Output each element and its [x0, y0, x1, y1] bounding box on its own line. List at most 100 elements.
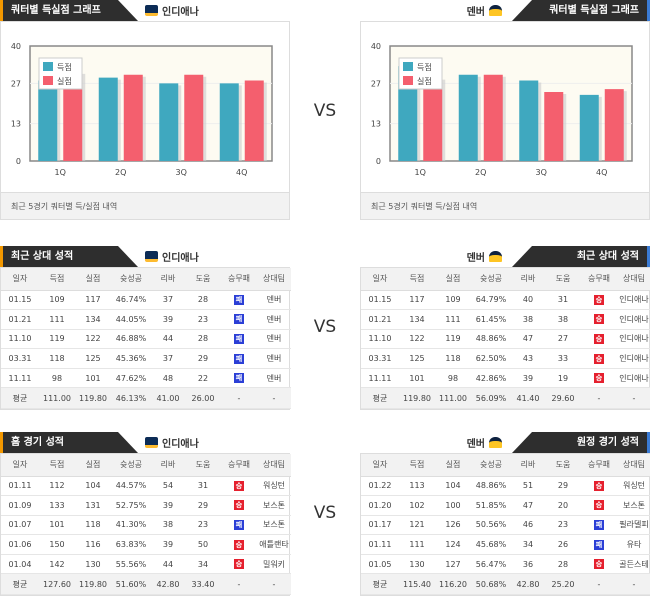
table-row[interactable]: 01.15 117 109 64.79% 40 31 승 인디애나: [361, 290, 650, 311]
chart-caption: 최근 5경기 쿼터별 득/실점 내역: [361, 192, 649, 219]
bar-allowed: [184, 74, 204, 161]
table-row[interactable]: 01.09 133 131 52.75% 39 29 승 보스톤: [1, 495, 291, 516]
team-label: 인디애나: [145, 435, 199, 450]
cell: 119: [39, 329, 75, 350]
cell: 승: [581, 368, 617, 389]
table-row[interactable]: 01.06 150 116 63.83% 39 50 승 애틀랜타: [1, 534, 291, 555]
cell: 01.20: [361, 495, 399, 516]
section-header: 쿼터별 득실점 그래프 덴버: [360, 0, 650, 21]
cell: 유타: [617, 534, 650, 555]
result-badge: 패: [234, 314, 244, 325]
cell: 121: [399, 515, 435, 536]
cell: 46: [511, 515, 545, 536]
cell: 117: [75, 290, 111, 311]
section-title: 홈 경기 성적: [0, 432, 138, 453]
table-row[interactable]: 03.31 125 118 62.50% 43 33 승 인디애나: [361, 348, 650, 369]
cell: 필라델피: [617, 515, 650, 536]
cell: 19: [545, 368, 581, 389]
cell: 36: [511, 554, 545, 575]
cell: 47: [511, 495, 545, 516]
team-label: 덴버: [467, 435, 502, 450]
y-tick-label: 27: [11, 79, 21, 88]
cell: 133: [39, 495, 75, 516]
cell: 덴버: [257, 290, 291, 311]
table-row[interactable]: 11.10 122 119 48.86% 47 27 승 인디애나: [361, 329, 650, 350]
column-header: 승무패: [221, 268, 257, 291]
table-row[interactable]: 11.10 119 122 46.88% 44 28 패 덴버: [1, 329, 291, 350]
bar-allowed: [63, 71, 83, 161]
legend-label: 득점: [57, 62, 72, 72]
cell: 51: [511, 476, 545, 497]
column-header: 득점: [39, 268, 75, 291]
cell: 44.05%: [111, 309, 151, 330]
cell: 48.86%: [471, 476, 511, 497]
right-quarter-panel: 쿼터별 득실점 그래프 덴버 0 13 27 40 1Q 2Q 3Q 4Q 득점 실점 최근 5경기 쿼…: [360, 0, 650, 220]
table-row[interactable]: 11.11 101 98 42.86% 39 19 승 인디애나: [361, 368, 650, 389]
average-cell: 33.40: [185, 573, 221, 596]
average-cell: 46.13%: [111, 387, 151, 410]
cell: 01.11: [361, 534, 399, 555]
average-cell: 평균: [1, 387, 39, 410]
result-badge: 패: [234, 333, 244, 344]
cell: 130: [399, 554, 435, 575]
cell: 01.11: [1, 476, 39, 497]
x-tick-label: 1Q: [415, 168, 426, 177]
cell: 62.50%: [471, 348, 511, 369]
cell: 패: [221, 368, 257, 389]
y-tick-label: 40: [11, 42, 21, 51]
cell: 인디애나: [617, 368, 650, 389]
bar-allowed: [483, 74, 503, 161]
section-title: 쿼터별 득실점 그래프: [512, 0, 650, 21]
cell: 41.30%: [111, 515, 151, 536]
section-header: 원정 경기 성적 덴버: [360, 432, 650, 453]
average-cell: -: [257, 573, 291, 596]
result-badge: 승: [594, 500, 604, 511]
average-cell: 111.00: [39, 387, 75, 410]
team-name: 인디애나: [162, 253, 199, 264]
bar-scored: [519, 80, 539, 161]
x-tick-label: 2Q: [475, 168, 486, 177]
y-tick-label: 27: [371, 79, 381, 88]
team-name: 인디애나: [162, 7, 199, 18]
table-row[interactable]: 01.15 109 117 46.74% 37 28 패 덴버: [1, 290, 291, 311]
bar-scored: [219, 83, 239, 161]
average-cell: 116.20: [435, 573, 471, 596]
table-row[interactable]: 01.07 101 118 41.30% 38 23 패 보스톤: [1, 515, 291, 536]
table-row[interactable]: 01.05 130 127 56.47% 36 28 승 골든스테: [361, 554, 650, 575]
table-row[interactable]: 01.20 102 100 51.85% 47 20 승 보스톤: [361, 495, 650, 516]
cell: 워싱턴: [617, 476, 650, 497]
cell: 패: [221, 329, 257, 350]
right-stats-panel: 최근 상대 성적 덴버 일자 득점 실점 슛성공 리바 도움 승무패 상대팀 01.15 117 109…: [360, 246, 650, 411]
bar-scored: [38, 80, 58, 161]
table-row[interactable]: 01.21 134 111 61.45% 38 38 승 인디애나: [361, 309, 650, 330]
table-row[interactable]: 01.11 111 124 45.68% 34 26 패 유타: [361, 534, 650, 555]
result-badge: 승: [234, 500, 244, 511]
result-badge: 승: [594, 314, 604, 325]
bar-allowed: [123, 74, 143, 161]
cell: 22: [185, 368, 221, 389]
left-stats-panel: 홈 경기 성적 인디애나 일자 득점 실점 슛성공 리바 도움 승무패 상대팀 01.11 112 10…: [0, 432, 291, 596]
table-row[interactable]: 03.31 118 125 45.36% 37 29 패 덴버: [1, 348, 291, 369]
table-row[interactable]: 01.11 112 104 44.57% 54 31 승 워싱턴: [1, 476, 291, 497]
average-cell: 50.68%: [471, 573, 511, 596]
average-row: 평균 115.40 116.20 50.68% 42.80 25.20- -: [361, 573, 650, 596]
cell: 39: [151, 309, 185, 330]
average-cell: 111.00: [435, 387, 471, 410]
average-row: 평균 127.60 119.80 51.60% 42.80 33.40- -: [1, 573, 291, 596]
cell: 승: [221, 534, 257, 555]
cell: 인디애나: [617, 348, 650, 369]
table-row[interactable]: 01.04 142 130 55.56% 44 34 승 밀워키: [1, 554, 291, 575]
cell: 01.17: [361, 515, 399, 536]
table-row[interactable]: 01.17 121 126 50.56% 46 23 패 필라델피: [361, 515, 650, 536]
cell: 45.68%: [471, 534, 511, 555]
cell: 27: [545, 329, 581, 350]
cell: 101: [399, 368, 435, 389]
table-row[interactable]: 11.11 98 101 47.62% 48 22 패 덴버: [1, 368, 291, 389]
cell: 01.22: [361, 476, 399, 497]
table-row[interactable]: 01.21 111 134 44.05% 39 23 패 덴버: [1, 309, 291, 330]
table-row[interactable]: 01.22 113 104 48.86% 51 29 승 워싱턴: [361, 476, 650, 497]
pacers-logo-icon: [145, 251, 158, 262]
result-badge: 승: [594, 559, 604, 570]
table-header: 일자 득점 실점 슛성공 리바 도움 승무패 상대팀: [361, 268, 650, 291]
